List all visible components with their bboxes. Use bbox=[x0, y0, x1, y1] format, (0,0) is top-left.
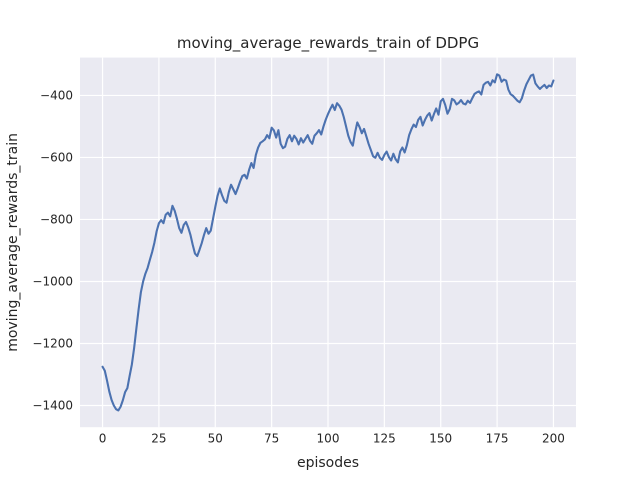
x-tick-label: 100 bbox=[317, 432, 340, 446]
x-tick-label: 200 bbox=[542, 432, 565, 446]
x-tick-label: 75 bbox=[264, 432, 279, 446]
y-tick-label: −1400 bbox=[32, 398, 73, 412]
y-tick-label: −400 bbox=[40, 88, 73, 102]
x-tick-label: 25 bbox=[151, 432, 166, 446]
y-tick-label: −800 bbox=[40, 212, 73, 226]
x-tick-label: 125 bbox=[373, 432, 396, 446]
series-line bbox=[101, 73, 555, 412]
gridlines bbox=[80, 57, 576, 428]
x-tick-label: 150 bbox=[429, 432, 452, 446]
y-tick-label: −600 bbox=[40, 150, 73, 164]
y-axis-label: moving_average_rewards_train bbox=[5, 133, 21, 352]
x-tick-label: 0 bbox=[99, 432, 107, 446]
x-tick-label: 50 bbox=[208, 432, 223, 446]
x-axis-label: episodes bbox=[297, 455, 359, 471]
y-tick-labels: −400 −600 −800 −1000 −1200 −1400 bbox=[32, 88, 73, 412]
y-tick-label: −1200 bbox=[32, 336, 73, 350]
y-tick-label: −1000 bbox=[32, 274, 73, 288]
x-tick-labels: 0 25 50 75 100 125 150 175 200 bbox=[99, 432, 565, 446]
chart-title: moving_average_rewards_train of DDPG bbox=[177, 34, 479, 53]
x-tick-label: 175 bbox=[486, 432, 509, 446]
